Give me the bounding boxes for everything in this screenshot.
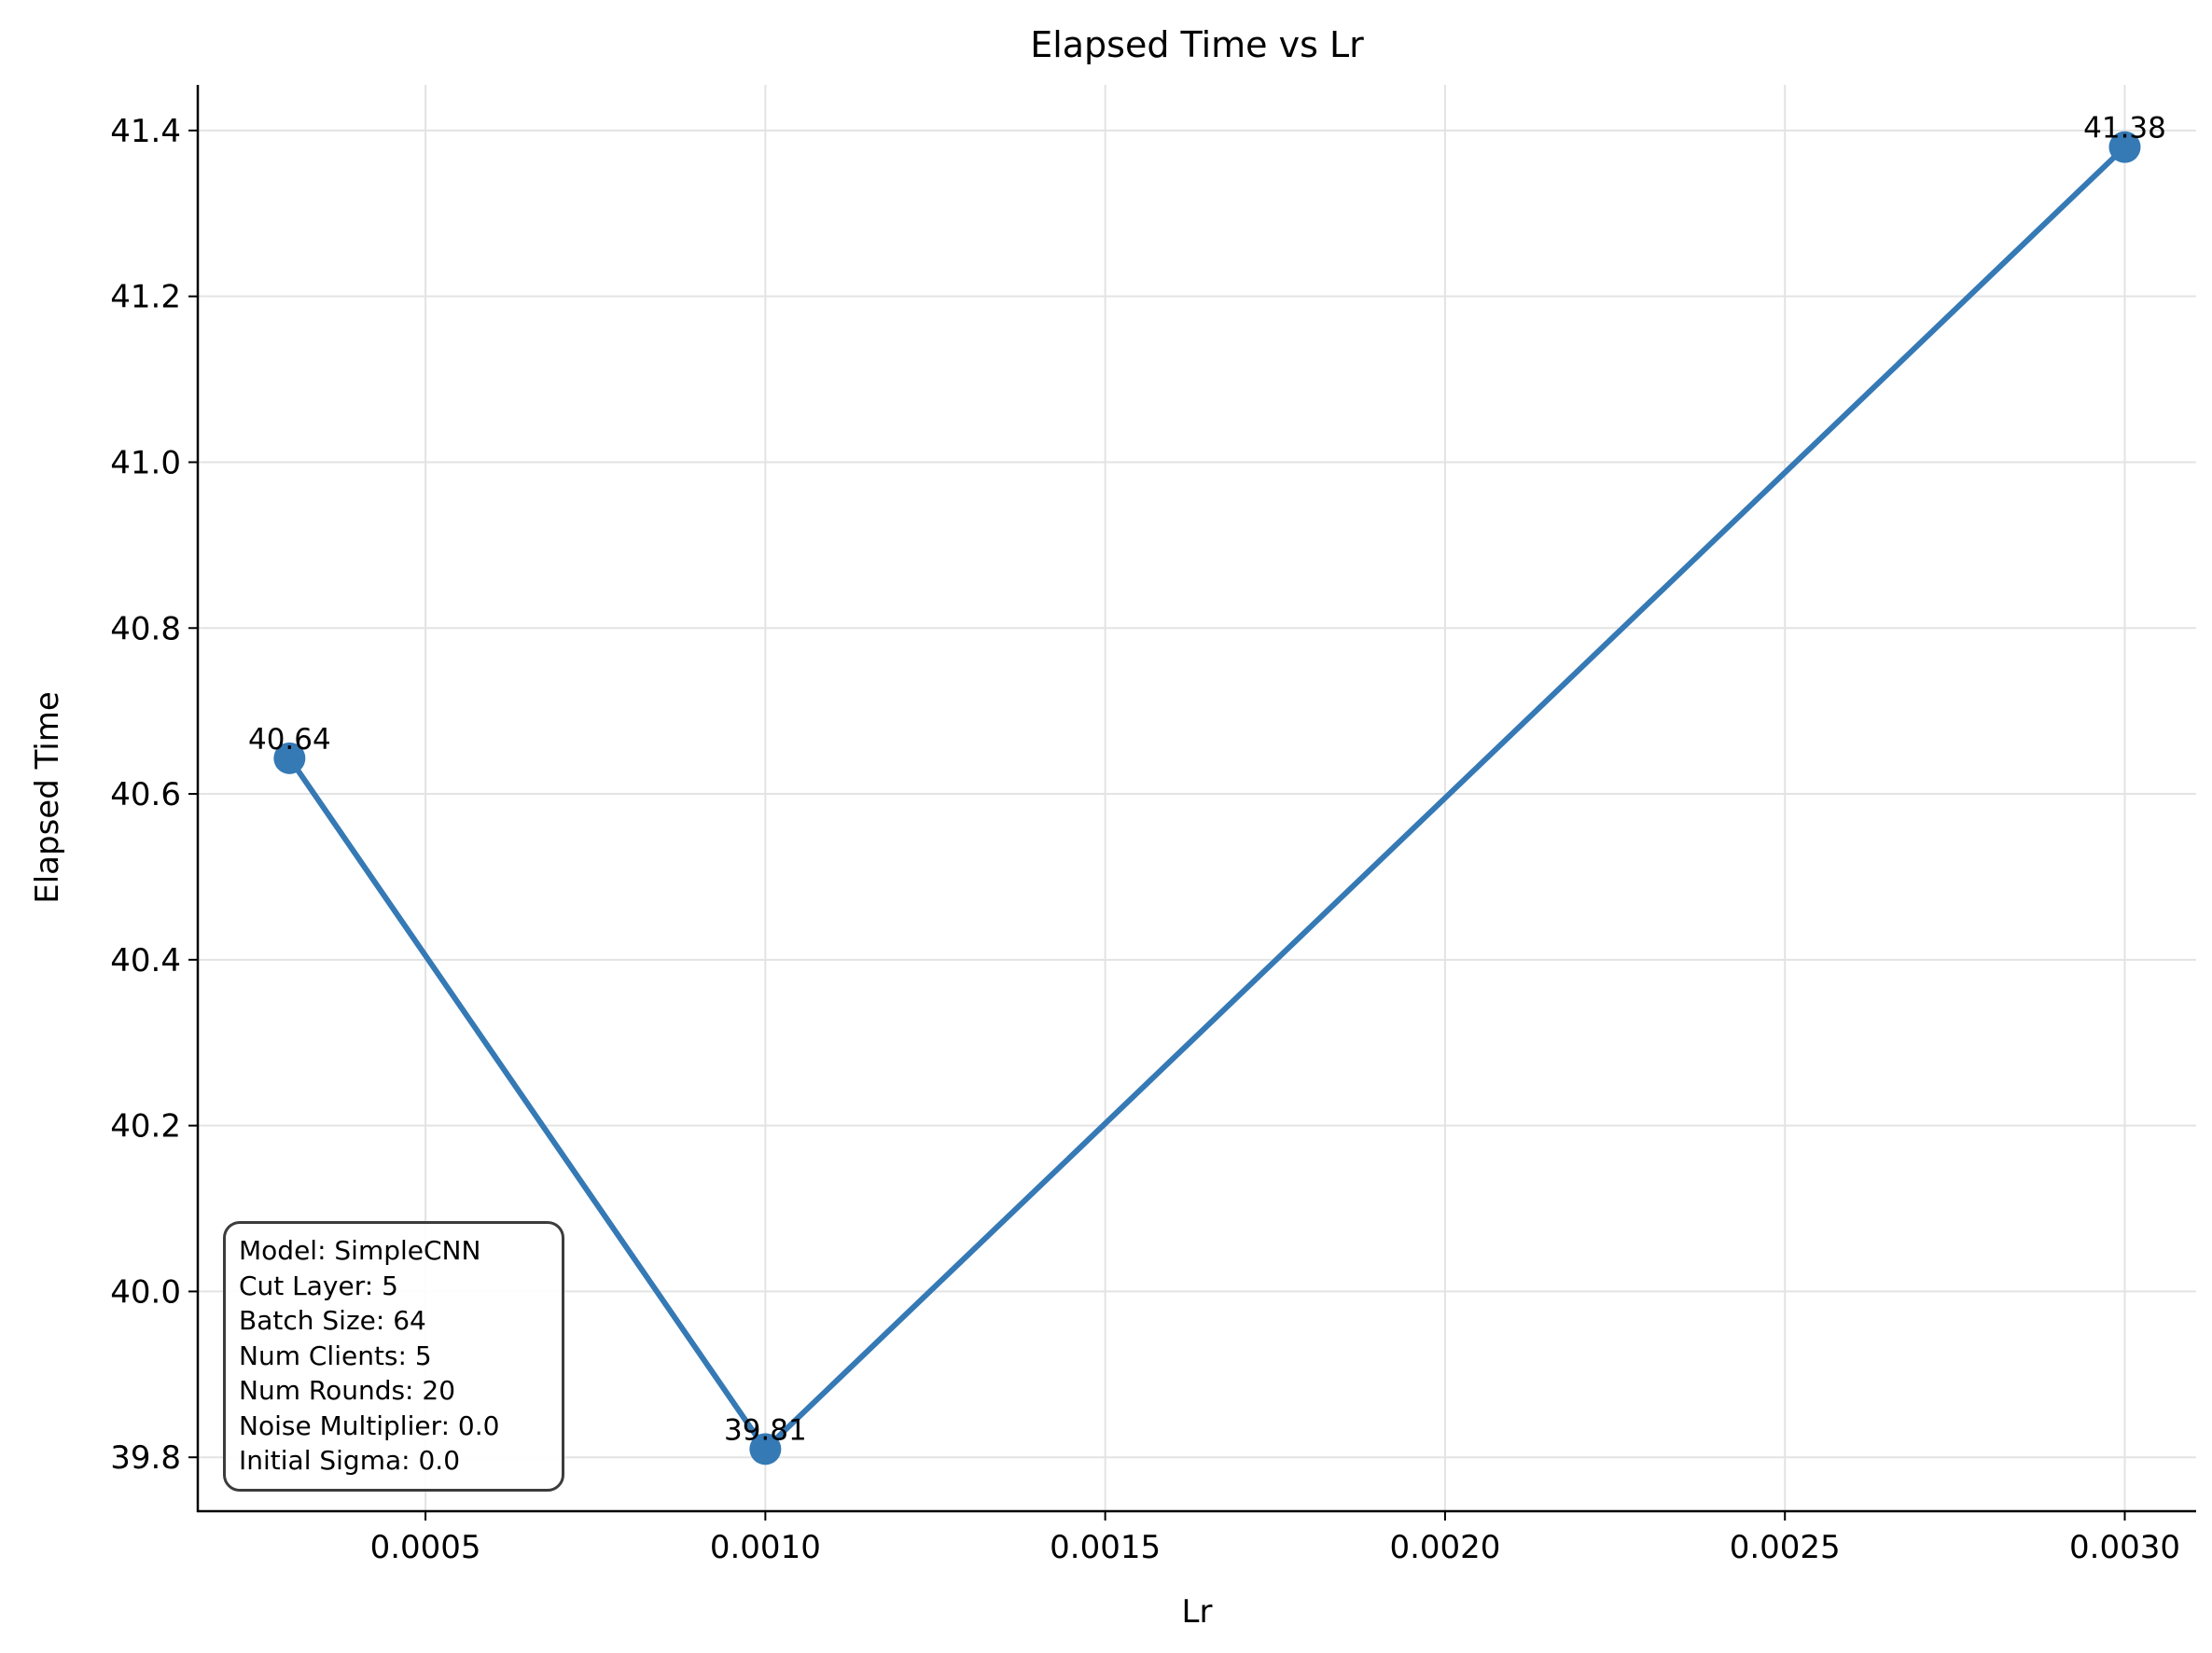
- parameter-line: Num Clients: 5: [239, 1340, 432, 1371]
- x-tick-label: 0.0015: [1050, 1529, 1161, 1566]
- series-line: [286, 145, 2127, 1452]
- x-axis-label: Lr: [1182, 1593, 1213, 1631]
- y-tick-label: 40.0: [110, 1273, 181, 1311]
- parameter-line: Initial Sigma: 0.0: [239, 1445, 461, 1476]
- parameter-line: Cut Layer: 5: [239, 1270, 398, 1301]
- x-tick-label: 0.0010: [710, 1529, 821, 1566]
- tick-marks: 0.0005 0.0010 0.0015 0.0020 0.0025 0.0030 39.8…: [110, 113, 2180, 1566]
- data-point: [273, 742, 306, 774]
- series: 40.64 39.81 41.38: [248, 112, 2166, 1465]
- y-tick-label: 40.6: [110, 776, 181, 813]
- y-tick-label: 40.8: [110, 610, 181, 647]
- data-label: 39.81: [724, 1413, 807, 1447]
- y-tick-label: 41.4: [110, 113, 181, 150]
- x-tick-label: 0.0005: [370, 1529, 481, 1566]
- parameter-line: Model: SimpleCNN: [239, 1235, 481, 1266]
- data-label: 40.64: [248, 723, 331, 757]
- x-tick-label: 0.0020: [1389, 1529, 1500, 1566]
- chart-title: Elapsed Time vs Lr: [1030, 24, 1364, 65]
- parameter-line: Batch Size: 64: [239, 1305, 426, 1336]
- data-point: [749, 1433, 782, 1465]
- y-tick-label: 40.4: [110, 942, 181, 979]
- y-tick-label: 39.8: [110, 1439, 181, 1477]
- y-tick-label: 41.2: [110, 279, 181, 316]
- axes: [196, 85, 2196, 1513]
- y-axis-label: Elapsed Time: [29, 691, 66, 904]
- grid-lines: [198, 85, 2196, 1511]
- y-tick-label: 41.0: [110, 444, 181, 481]
- parameter-line: Num Rounds: 20: [239, 1375, 456, 1406]
- parameters-box: Model: SimpleCNN Cut Layer: 5 Batch Size: …: [223, 1221, 564, 1492]
- data-label: 41.38: [2083, 112, 2166, 146]
- x-tick-label: 0.0030: [2069, 1529, 2180, 1566]
- x-tick-label: 0.0025: [1730, 1529, 1841, 1566]
- y-tick-label: 40.2: [110, 1108, 181, 1146]
- data-point: [2108, 131, 2141, 163]
- parameter-line: Noise Multiplier: 0.0: [239, 1410, 500, 1441]
